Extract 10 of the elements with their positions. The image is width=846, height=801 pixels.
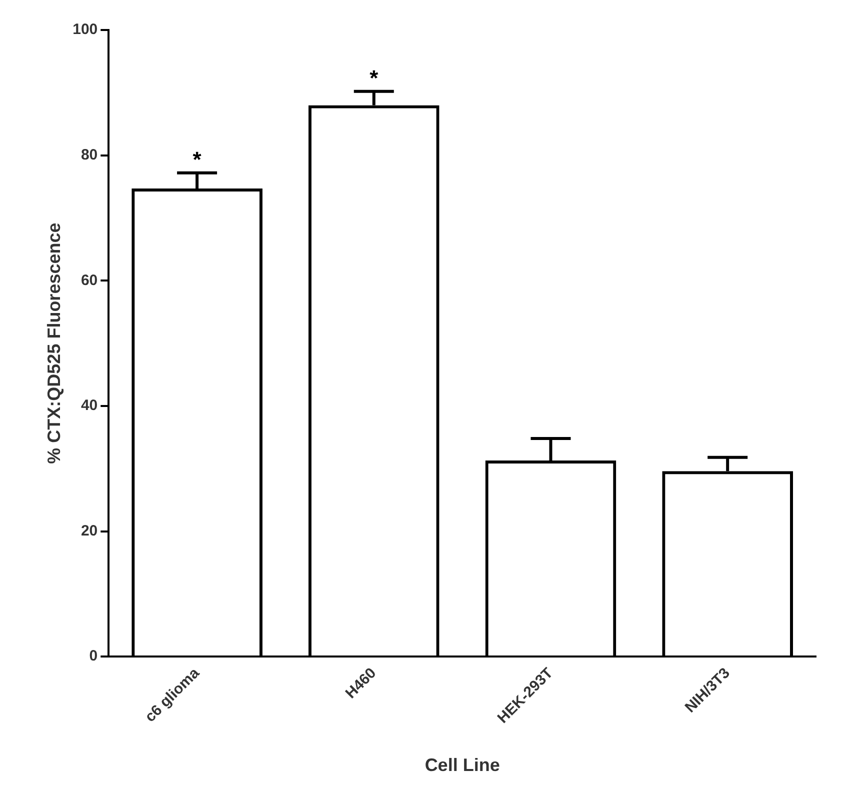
annotation: * — [192, 146, 202, 172]
y-tick-label: 20 — [80, 522, 98, 540]
y-tick-label: 0 — [89, 648, 98, 665]
x-axis-title: Cell Line — [424, 755, 500, 776]
y-tick-label: 100 — [72, 21, 98, 38]
annotation: * — [370, 65, 379, 90]
y-tick-label: 40 — [80, 397, 98, 414]
y-tick-label: 80 — [80, 146, 98, 164]
y-tick-label: 60 — [80, 272, 98, 289]
y-axis-title: % CTX:QD525 Fluorescence — [44, 222, 64, 464]
